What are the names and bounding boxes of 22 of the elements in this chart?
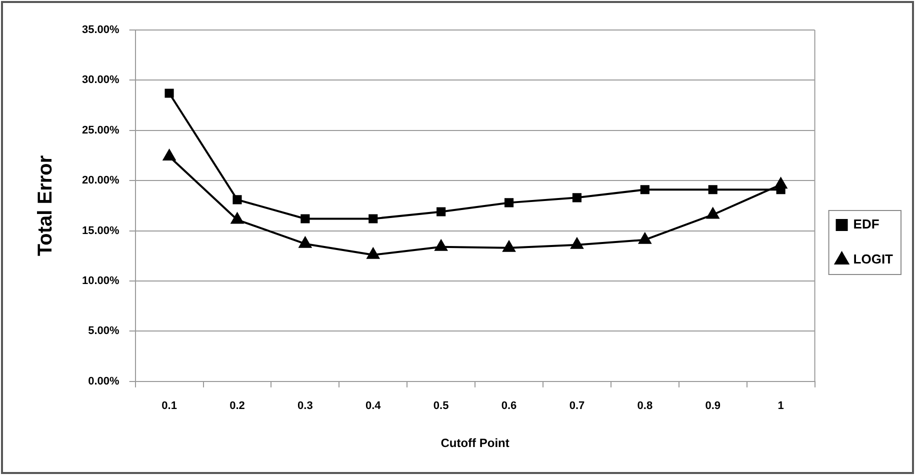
y-tick-label: 25.00%: [82, 124, 120, 136]
y-tick-label: 20.00%: [82, 174, 120, 187]
y-tick-label: 5.00%: [88, 325, 120, 338]
x-tick-label: 0.1: [162, 400, 177, 412]
x-tick-label: 1: [778, 400, 784, 412]
x-tick-label: 0.6: [501, 400, 517, 412]
x-tick-label: 0.7: [569, 400, 585, 412]
y-tick-label: 15.00%: [82, 224, 120, 237]
y-tick-label: 0.00%: [88, 375, 120, 388]
x-axis-title: Cutoff Point: [440, 436, 510, 450]
x-tick-label: 0.2: [230, 400, 245, 412]
y-axis-title: Total Error: [34, 155, 57, 256]
x-tick-label: 0.5: [433, 400, 449, 412]
legend-label: LOGIT: [853, 252, 894, 267]
y-tick-label: 10.00%: [82, 275, 120, 288]
legend-label: EDF: [853, 216, 880, 232]
x-tick-label: 0.8: [637, 400, 653, 412]
x-tick-label: 0.4: [365, 400, 382, 412]
x-tick-label: 0.9: [705, 400, 721, 412]
x-tick-label: 0.3: [298, 400, 313, 412]
y-tick-label: 30.00%: [82, 74, 120, 86]
y-tick-label: 35.00%: [82, 24, 120, 36]
